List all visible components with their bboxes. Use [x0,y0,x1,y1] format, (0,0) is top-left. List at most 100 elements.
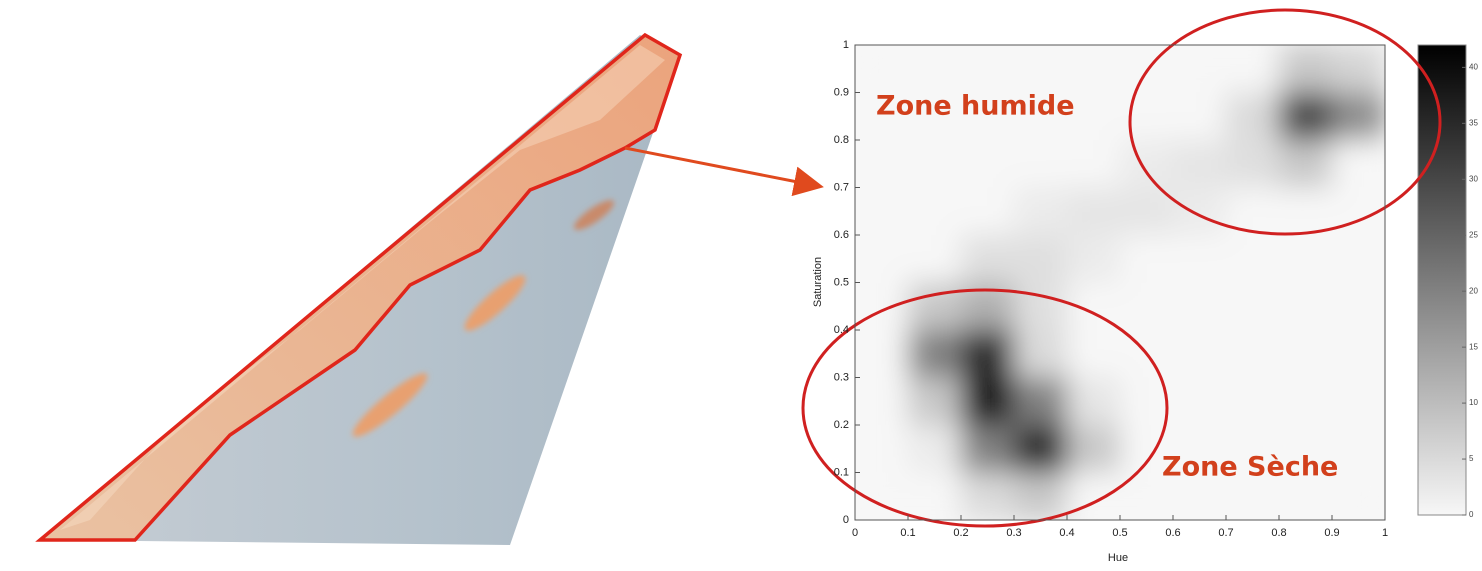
y-tick-label: 0.9 [834,86,849,98]
heat-cell [961,235,1014,283]
heat-cell [1332,93,1385,141]
heat-cell [855,378,908,426]
heat-cell [855,45,908,93]
heat-cell [1014,473,1067,521]
heat-cell [1332,425,1385,473]
y-tick-label: 0.4 [834,324,849,336]
colorbar-tick-label: 30 [1469,174,1478,183]
x-tick-label: 0.3 [1006,527,1021,539]
heat-cell [908,283,961,331]
heat-cell [1279,235,1332,283]
x-tick-label: 0.8 [1271,527,1286,539]
heat-cell [1067,188,1120,236]
heat-cell [1120,93,1173,141]
heat-cell [908,45,961,93]
heat-cell [1173,188,1226,236]
x-tick-label: 0.4 [1059,527,1074,539]
heat-cell [908,330,961,378]
x-tick-label: 0.5 [1112,527,1127,539]
heat-cell [1014,45,1067,93]
x-tick-label: 0.9 [1324,527,1339,539]
heat-cell [1014,188,1067,236]
annotation: Zone humide [876,91,1075,122]
y-tick-label: 0.2 [834,419,849,431]
heat-cell [1067,235,1120,283]
heat-cell [1279,330,1332,378]
colorbar-tick-label: 0 [1469,510,1474,519]
colorbar-tick-label: 25 [1469,230,1478,239]
x-tick-label: 0.1 [900,527,915,539]
y-tick-label: 1 [843,39,849,51]
heat-cell [1067,93,1120,141]
heat-cell [1332,235,1385,283]
heat-cell [1279,45,1332,93]
heat-cell [855,235,908,283]
x-tick-label: 0.7 [1218,527,1233,539]
heat-cell [961,140,1014,188]
heat-cell [1014,425,1067,473]
heat-cell [1067,140,1120,188]
heat-cell [1332,283,1385,331]
colorbar-tick-label: 10 [1469,398,1478,407]
heat-cell [1332,330,1385,378]
heat-cell [1226,330,1279,378]
heat-cell [1173,45,1226,93]
y-tick-label: 0.1 [834,466,849,478]
heat-cell [1226,235,1279,283]
heat-cell [1173,140,1226,188]
heat-cell [908,425,961,473]
heat-cell [1014,330,1067,378]
heat-cell [961,330,1014,378]
heat-cell [1067,473,1120,521]
heat-cell [1173,93,1226,141]
colorbar-tick-label: 15 [1469,342,1478,351]
heat-cell [1173,283,1226,331]
heat-cell [855,188,908,236]
y-tick-label: 0.8 [834,134,849,146]
heat-cell [1332,45,1385,93]
heat-cell [1226,140,1279,188]
figure: Zone humide Zone Sèche Hue Saturation 00… [0,0,1482,566]
y-tick-label: 0.5 [834,276,849,288]
heat-cell [1173,235,1226,283]
heat-cell [1226,93,1279,141]
heat-cell [855,283,908,331]
heat-cell [1067,330,1120,378]
annotation: Zone Sèche [1162,452,1338,483]
y-axis-label: Saturation [812,257,824,307]
heat-cell [1014,235,1067,283]
heat-cell [1014,378,1067,426]
heat-cell [1332,378,1385,426]
heat-cell [1173,330,1226,378]
heat-cell [1067,425,1120,473]
y-tick-label: 0 [843,514,849,526]
heat-cell [1120,140,1173,188]
heat-cell [1226,45,1279,93]
x-tick-label: 0.2 [953,527,968,539]
heat-cell [908,378,961,426]
colorbar [1418,45,1466,515]
x-axis-label: Hue [1108,552,1128,564]
heat-cell [1226,378,1279,426]
heat-cell [961,45,1014,93]
heat-cell [1279,140,1332,188]
colorbar-tick-label: 20 [1469,286,1478,295]
heat-cell [961,425,1014,473]
heat-cell [855,330,908,378]
heat-cell [1120,235,1173,283]
heat-cell [1014,140,1067,188]
heat-cell [1226,283,1279,331]
heat-cell [1067,378,1120,426]
heat-cell [1279,378,1332,426]
heat-cell [1067,45,1120,93]
heat-cell [1332,473,1385,521]
colorbar-tick-label: 35 [1469,118,1478,127]
heat-cell [1279,188,1332,236]
heat-cell [961,473,1014,521]
heat-cell [961,378,1014,426]
y-tick-label: 0.7 [834,181,849,193]
heat-cell [855,425,908,473]
heat-cell [961,188,1014,236]
x-tick-label: 0 [852,527,858,539]
y-tick-label: 0.3 [834,371,849,383]
